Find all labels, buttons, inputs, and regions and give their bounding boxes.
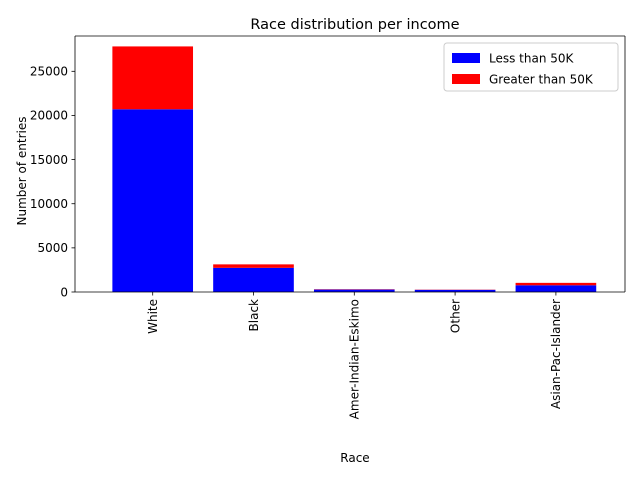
x-axis-label: Race <box>340 451 369 465</box>
legend-label: Greater than 50K <box>489 73 594 87</box>
x-tick-label: Black <box>247 299 261 332</box>
y-axis-label: Number of entries <box>15 117 29 226</box>
y-tick-label: 20000 <box>30 109 68 123</box>
legend-swatch <box>452 53 480 63</box>
y-tick-label: 0 <box>60 285 68 299</box>
bar-amer-indian-eskimo-less-than-50k <box>313 289 395 292</box>
x-tick-label: Other <box>448 299 462 333</box>
x-axis: White Black Amer-Indian-Eskimo Other Asian-P… <box>146 292 563 419</box>
plot-area <box>74 35 626 293</box>
y-tick-label: 25000 <box>30 65 68 79</box>
chart-title: Race distribution per income <box>250 17 459 33</box>
legend: Less than 50K Greater than 50K <box>443 42 619 92</box>
x-tick-label: Amer-Indian-Eskimo <box>348 299 362 419</box>
bar-black-less-than-50k <box>213 267 294 292</box>
bar-asian-pac-islander-less-than-50k <box>515 285 597 292</box>
bar-white-less-than-50k <box>112 109 194 293</box>
x-tick-label: White <box>146 299 160 334</box>
y-tick-label: 15000 <box>30 153 68 167</box>
y-tick-label: 5000 <box>37 241 68 255</box>
bar-other-less-than-50k <box>414 289 496 292</box>
legend-swatch <box>452 74 480 84</box>
x-tick-label: Asian-Pac-Islander <box>549 299 563 409</box>
y-axis: 0 5000 10000 15000 20000 25000 <box>30 65 75 299</box>
bar-asian-pac-islander-greater-than-50k <box>515 282 597 286</box>
y-tick-label: 10000 <box>30 197 68 211</box>
bar-black-greater-than-50k <box>213 264 294 268</box>
bar-white-greater-than-50k <box>112 46 194 110</box>
legend-box <box>443 42 619 92</box>
legend-label: Less than 50K <box>489 52 575 66</box>
